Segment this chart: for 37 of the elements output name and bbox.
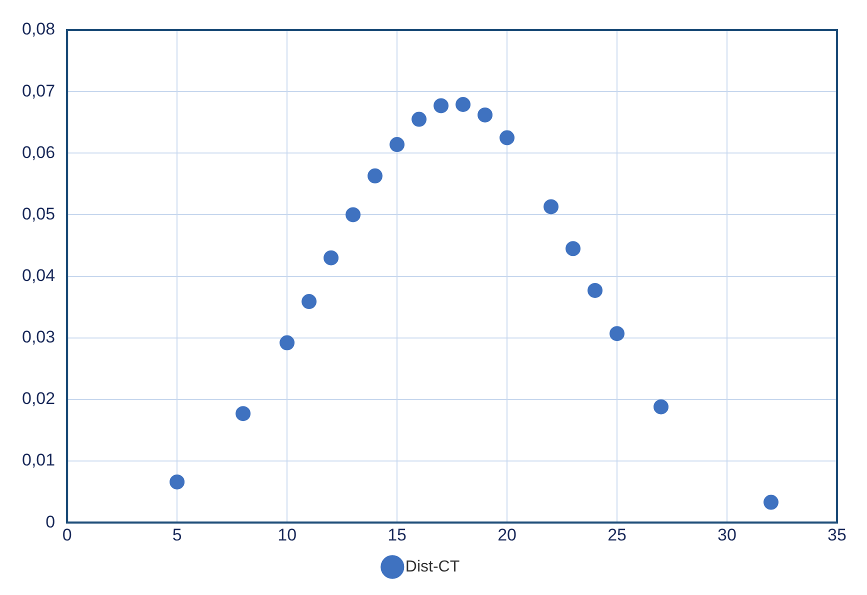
y-tick-label: 0,07 [22, 81, 56, 100]
point [280, 335, 295, 350]
point [368, 168, 383, 184]
point [478, 107, 493, 122]
point [324, 250, 339, 266]
point [302, 294, 317, 310]
point [566, 241, 581, 256]
point [170, 474, 185, 490]
point [412, 112, 427, 127]
point [610, 326, 625, 342]
point [764, 494, 779, 510]
y-tick-label: 0,01 [22, 450, 56, 470]
point [654, 399, 669, 414]
y-tick-label: 0 [46, 512, 56, 532]
point [456, 97, 471, 112]
x-tick-label: 35 [828, 525, 846, 544]
x-tick-label: 30 [718, 525, 736, 544]
x-tick-label: 20 [498, 525, 516, 544]
legend-label: Dist-CT [405, 558, 460, 576]
y-tick-label: 0,04 [22, 266, 56, 285]
x-tick-label: 10 [278, 525, 297, 544]
y-tick-label: 0,02 [22, 389, 56, 408]
x-tick-label: 0 [62, 525, 72, 544]
point [236, 406, 251, 422]
x-tick-label: 5 [172, 525, 182, 544]
y-tick-label: 0,03 [22, 328, 56, 347]
y-tick-label: 0,08 [22, 20, 56, 39]
point [346, 207, 361, 222]
point [544, 199, 559, 214]
y-tick-label: 0,05 [22, 204, 56, 224]
point [390, 137, 405, 152]
point [588, 282, 603, 298]
x-tick-label: 25 [608, 525, 626, 544]
point [434, 98, 449, 114]
y-tick-label: 0,06 [22, 142, 56, 162]
x-tick-label: 15 [388, 525, 407, 544]
point [500, 130, 515, 146]
